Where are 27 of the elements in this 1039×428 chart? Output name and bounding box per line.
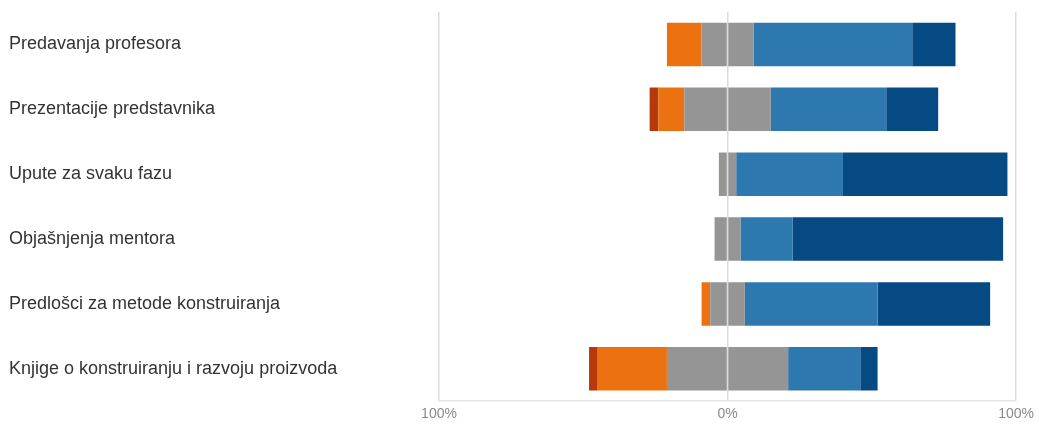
y-tick-label: Predlošci za metode konstruiranja: [9, 292, 282, 313]
bar: [770, 87, 887, 132]
y-tick-label: Objašnjenja mentora: [9, 228, 177, 248]
bar: [842, 152, 1008, 196]
bar: [740, 217, 793, 261]
bar: [877, 282, 991, 326]
bar: [589, 347, 598, 391]
y-tick-label: Knjige o konstruiranju i razvoju proizvoda: [9, 357, 339, 378]
bar: [701, 282, 711, 326]
bar: [788, 347, 861, 391]
y-tick-label: Prezentacije predstavnika: [9, 98, 217, 119]
bar: [736, 152, 843, 196]
x-tick-label: 100%: [998, 405, 1034, 422]
bar: [744, 282, 878, 326]
bar: [860, 347, 878, 391]
bar: [912, 22, 956, 67]
bar: [658, 87, 685, 132]
x-tick-label: 0%: [717, 405, 738, 422]
bar: [792, 217, 1004, 261]
y-tick-label: Upute za svaku fazu: [9, 163, 173, 184]
x-tick-label: 100%: [421, 405, 457, 422]
bar: [666, 22, 702, 67]
bar: [649, 87, 659, 132]
y-tick-label: Predavanja profesora: [9, 33, 183, 54]
bar: [886, 87, 939, 132]
bar: [597, 347, 667, 391]
bar: [753, 22, 913, 67]
